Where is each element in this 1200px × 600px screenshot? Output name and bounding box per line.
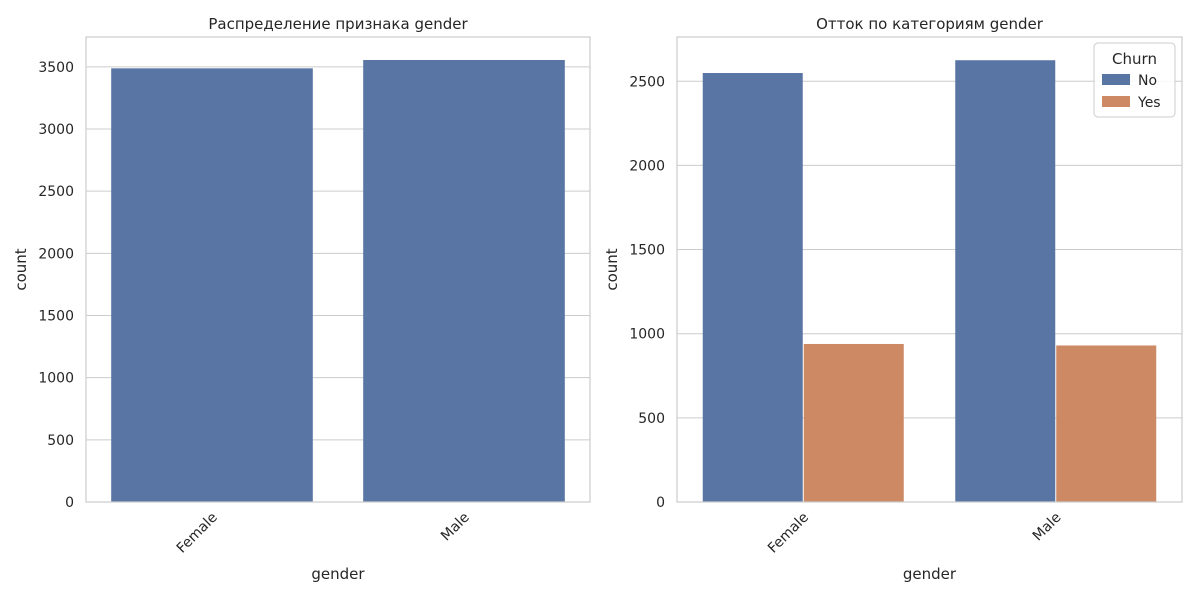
x-tick-label: Female — [174, 510, 221, 557]
axes-frame — [85, 36, 591, 503]
y-tick-label: 2000 — [629, 158, 665, 174]
y-axis-label: count — [12, 248, 30, 290]
legend-swatch-no — [1102, 74, 1130, 85]
y-tick-label: 1000 — [629, 327, 665, 343]
x-tick-label: Male — [1030, 510, 1065, 545]
y-tick-label: 0 — [656, 495, 665, 511]
x-tick-label: Female — [765, 510, 812, 557]
y-tick-label: 3500 — [38, 60, 74, 76]
bar-no-female — [702, 73, 803, 502]
y-tick-label: 500 — [638, 411, 665, 427]
bar-female — [111, 68, 313, 503]
chart-panel-2: 0 500 1000 1500 2000 2500 Female Male Отток по к… — [603, 15, 1183, 583]
bar-no-male — [955, 60, 1056, 502]
bar-yes-male — [1056, 345, 1157, 502]
legend-swatch-yes — [1102, 96, 1130, 107]
x-axis-label: gender — [311, 565, 365, 583]
legend-title: Churn — [1112, 50, 1157, 68]
y-tick-label: 500 — [47, 433, 74, 449]
legend-label-yes: Yes — [1137, 95, 1161, 111]
y-tick-label: 2500 — [629, 74, 665, 90]
x-tick-label: Male — [438, 510, 473, 545]
y-tick-label: 0 — [65, 495, 74, 511]
y-tick-label: 2000 — [38, 246, 74, 262]
y-axis-label: count — [603, 248, 621, 290]
x-axis-label: gender — [903, 565, 957, 583]
bar-male — [363, 60, 565, 502]
legend: Churn No Yes — [1093, 42, 1176, 118]
axes-frame — [676, 36, 1183, 503]
y-tick-label: 1500 — [38, 309, 74, 325]
y-tick-label: 2500 — [38, 184, 74, 200]
chart-panel-1: 0 500 1000 1500 2000 2500 3000 3500 Female Male Ра… — [12, 15, 591, 583]
legend-label-no: No — [1138, 73, 1157, 89]
bar-yes-female — [803, 343, 904, 502]
y-tick-label: 1500 — [629, 243, 665, 259]
y-tick-label: 3000 — [38, 122, 74, 138]
chart-title: Отток по категориям gender — [816, 15, 1044, 33]
chart-title: Распределение признака gender — [208, 15, 468, 33]
y-tick-label: 1000 — [38, 371, 74, 387]
